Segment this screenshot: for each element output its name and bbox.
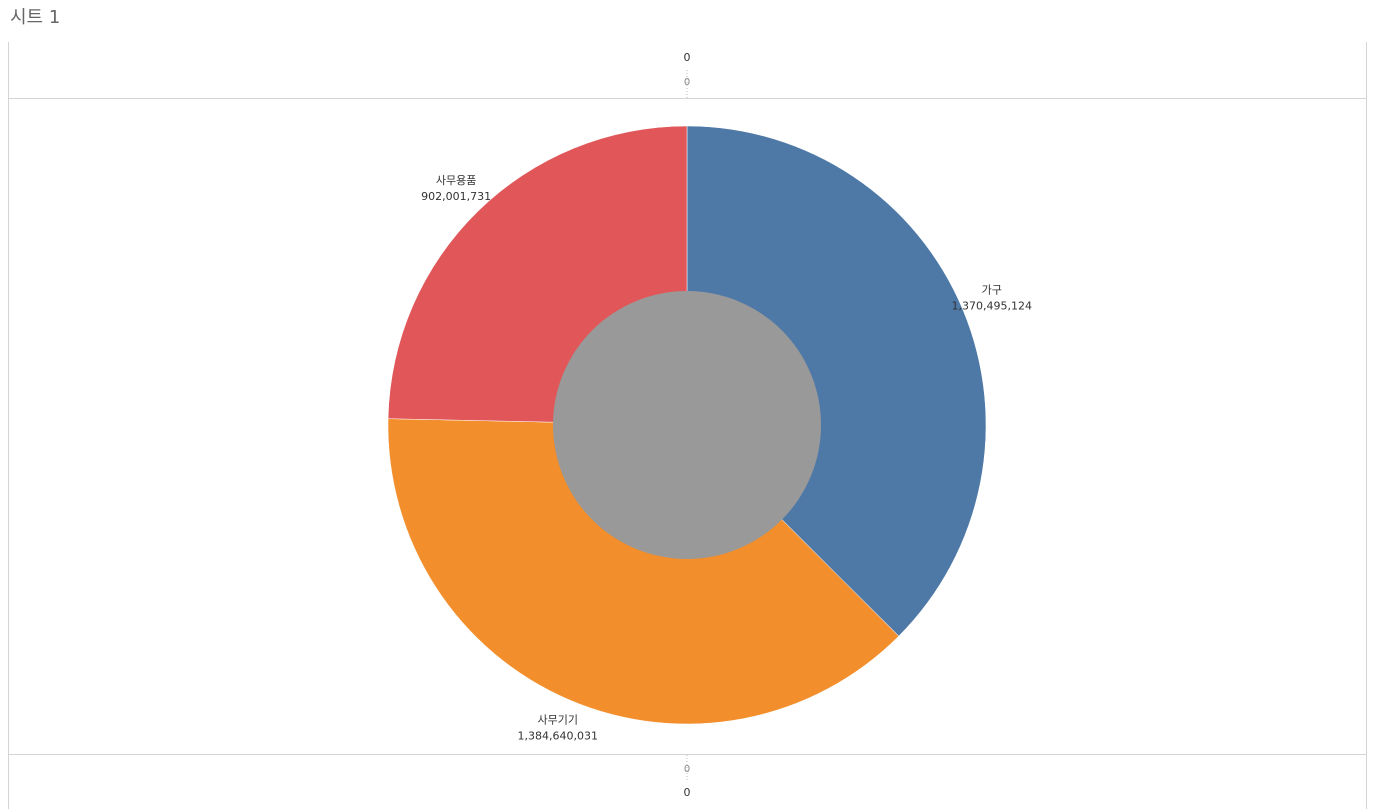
donut-slice [387,418,900,725]
donut-hole [553,291,821,559]
value-label: 1,384,640,031 [518,730,598,743]
value-label: 902,001,731 [421,190,491,203]
slice-label: 사무기기 [538,714,578,727]
donut-slice [686,125,987,637]
value-label: 1,370,495,124 [952,299,1032,312]
x-tick-label: 0 [684,77,690,88]
slice-label: 가구 [982,283,1002,296]
column-header: 0 [684,786,691,799]
slice-label: 사무용품 [436,174,476,187]
column-header: 0 [684,51,691,64]
chart-title: 시트 1 [10,7,60,28]
x-tick-label: 0 [684,764,690,775]
